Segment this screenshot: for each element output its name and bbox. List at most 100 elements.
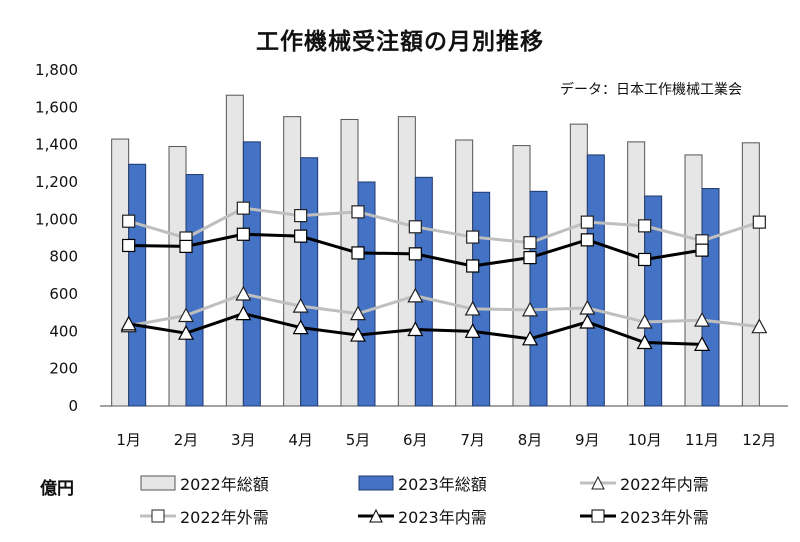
bar-2023-10 — [644, 195, 663, 407]
point-ext2023-10 — [638, 252, 652, 267]
legend-dom2022-marker — [580, 475, 616, 490]
point-dom2023-1 — [120, 315, 137, 331]
point-dom2022-12 — [751, 318, 768, 334]
x-tick-label: 2月 — [174, 431, 199, 449]
point-dom2023-4 — [292, 319, 309, 335]
legend-ext2023-marker — [580, 509, 616, 523]
point-dom2022-7 — [464, 300, 481, 316]
point-ext2022-3 — [236, 201, 250, 215]
point-dom2022-11 — [693, 311, 711, 327]
line-dom2022 — [128, 292, 760, 329]
x-tick-label: 5月 — [346, 431, 371, 449]
legend-dom2022-label: 2022年内需 — [620, 475, 709, 494]
point-ext2022-5 — [351, 205, 365, 219]
bar-2023-3 — [242, 141, 261, 407]
point-dom2023-6 — [407, 321, 424, 337]
legend-bar2023-label: 2023年総額 — [398, 475, 487, 494]
legend-ext2022-marker — [140, 509, 176, 523]
point-ext2023-11 — [695, 243, 709, 257]
point-dom2022-6 — [407, 287, 424, 303]
bar-2022-10 — [627, 141, 646, 407]
x-tick-label: 9月 — [575, 431, 600, 449]
legend-item-dom2022: 2022年内需 — [580, 472, 709, 494]
point-ext2023-8 — [523, 251, 537, 265]
point-ext2023-2 — [179, 239, 193, 253]
unit-label: 億円 — [40, 479, 74, 499]
y-tick-label: 400 — [49, 322, 78, 340]
point-dom2023-10 — [636, 334, 653, 350]
x-tick-label: 1月 — [116, 431, 141, 449]
point-dom2022-5 — [349, 305, 367, 321]
point-dom2022-4 — [292, 297, 309, 313]
legend-ext2022-label: 2022年外需 — [180, 508, 269, 527]
bar-2023-5 — [357, 181, 376, 407]
y-tick-label: 1,000 — [35, 210, 78, 228]
point-dom2023-2 — [177, 324, 195, 340]
x-tick-label: 4月 — [288, 431, 313, 449]
bar-2022-5 — [340, 118, 359, 407]
source-note: データ：日本工作機械工業会 — [560, 82, 742, 98]
bar-2023-2 — [185, 174, 204, 407]
point-dom2023-5 — [349, 326, 367, 342]
point-ext2023-9 — [580, 233, 594, 247]
point-dom2022-3 — [235, 285, 252, 301]
bar-2023-4 — [300, 157, 319, 407]
bar-2022-11 — [684, 154, 703, 407]
point-dom2023-9 — [579, 313, 596, 329]
legend-bar2022-label: 2022年総額 — [180, 475, 269, 494]
bar-2022-1 — [111, 138, 130, 407]
point-ext2023-3 — [236, 227, 250, 241]
y-tick-label: 0 — [68, 397, 78, 415]
bar-2022-3 — [225, 94, 244, 407]
point-ext2022-6 — [408, 220, 422, 234]
chart-title: 工作機械受注額の月別推移 — [256, 29, 544, 55]
y-tick-label: 600 — [49, 285, 78, 303]
bar-2023-6 — [414, 176, 433, 407]
x-tick-label: 8月 — [518, 431, 543, 449]
line-ext2022 — [128, 206, 760, 245]
point-dom2023-7 — [464, 323, 481, 338]
point-ext2023-1 — [122, 238, 136, 253]
x-tick-label: 7月 — [460, 431, 485, 449]
bar-2023-9 — [586, 154, 605, 407]
point-ext2023-4 — [294, 229, 308, 243]
bar-2022-4 — [283, 116, 302, 407]
y-tick-label: 1,400 — [35, 136, 78, 154]
legend-item-ext2023: 2023年外需 — [580, 505, 709, 527]
legend-item-bar2023: 2023年総額 — [358, 472, 487, 494]
point-ext2022-7 — [466, 230, 480, 244]
bar-2022-6 — [397, 116, 416, 407]
legend-bar2023-swatch — [358, 475, 394, 491]
legend-item-dom2023: 2023年内需 — [358, 505, 487, 527]
x-tick-label: 3月 — [231, 431, 256, 449]
point-ext2022-1 — [122, 214, 136, 228]
bar-2022-2 — [168, 146, 187, 407]
legend-ext2023-label: 2023年外需 — [620, 508, 709, 527]
bar-2022-9 — [569, 123, 588, 407]
bar-2023-7 — [472, 191, 491, 407]
bar-2022-7 — [455, 139, 474, 407]
bar-2023-1 — [128, 163, 147, 407]
point-dom2023-8 — [521, 330, 539, 346]
point-ext2023-7 — [466, 259, 480, 273]
point-dom2023-11 — [693, 336, 711, 351]
point-ext2022-8 — [523, 236, 537, 250]
point-ext2022-4 — [294, 209, 308, 223]
point-ext2022-12 — [752, 215, 766, 229]
bar-2022-8 — [512, 145, 531, 407]
point-dom2022-10 — [636, 313, 653, 329]
point-ext2023-6 — [408, 247, 422, 261]
point-dom2022-8 — [521, 301, 539, 317]
bar-2023-8 — [529, 190, 548, 407]
point-dom2023-3 — [235, 305, 252, 321]
x-tick-label: 6月 — [403, 431, 428, 449]
legend-dom2023-marker — [358, 508, 394, 523]
x-tick-label: 10月 — [628, 431, 662, 449]
point-ext2022-9 — [580, 215, 594, 229]
y-tick-label: 200 — [49, 360, 78, 378]
legend-dom2023-label: 2023年内需 — [398, 508, 487, 527]
legend-item-bar2022: 2022年総額 — [140, 472, 269, 494]
legend-bar2022-swatch — [140, 475, 176, 491]
